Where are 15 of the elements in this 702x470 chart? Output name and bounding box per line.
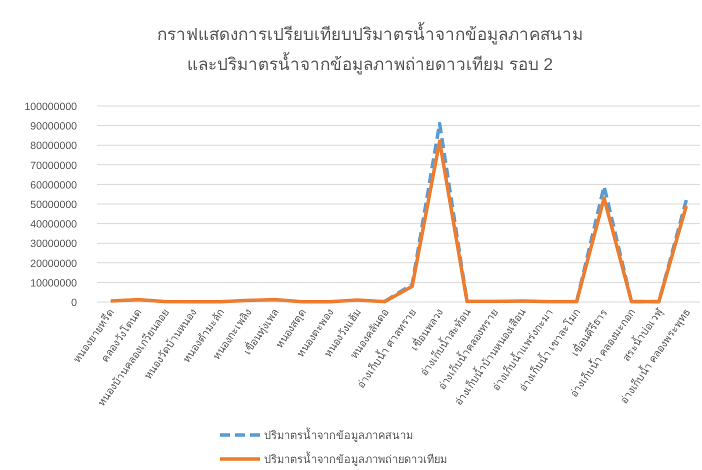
line-series xyxy=(108,140,688,304)
y-tick-label: 40000000 xyxy=(30,218,78,231)
y-tick-label: 90000000 xyxy=(30,120,78,133)
chart-title: กราฟแสดงการเปรียบเทียบปริมาตรน้ำจากข้อมูลภาคสนาม และปริมาตรน้ำจากข้อมูลภาพถ่ายดาวเทียม รอบ 2 xyxy=(157,22,583,75)
y-tick-label: 0 xyxy=(71,297,78,309)
legend-label: ปริมาตรน้ำจากข้อมูลภาพถ่ายดาวเทียม xyxy=(264,451,447,466)
y-tick-label: 30000000 xyxy=(30,238,78,250)
y-tick-label: 100000000 xyxy=(24,101,78,113)
y-tick-label: 80000000 xyxy=(30,140,78,152)
y-tick-label: 60000000 xyxy=(30,179,78,192)
legend-label: ปริมาตรน้ำจากข้อมูลภาคสนาม xyxy=(264,427,413,442)
y-tick-label: 20000000 xyxy=(30,258,78,270)
y-tick-label: 50000000 xyxy=(30,199,78,211)
y-tick-label: 70000000 xyxy=(30,160,78,172)
y-tick-label: 10000000 xyxy=(30,277,78,290)
